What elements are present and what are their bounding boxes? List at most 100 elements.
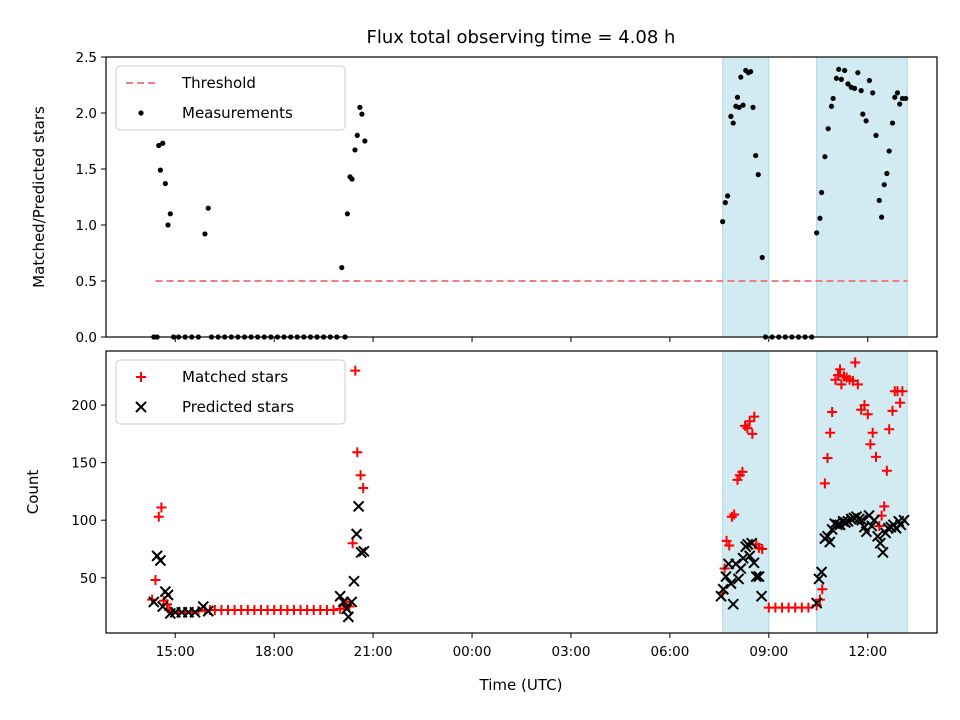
shaded-interval-1 <box>722 350 770 634</box>
x-tick-label: 00:00 <box>453 644 492 660</box>
data-point <box>720 570 732 583</box>
panel-ratio: 0.0 0.5 1.0 1.5 2.0 2.5 Matched/Predicted star… <box>30 50 938 346</box>
data-point <box>881 465 892 476</box>
data-point <box>884 170 890 177</box>
data-point <box>838 76 844 82</box>
data-point <box>728 113 734 119</box>
data-point <box>858 88 864 94</box>
y-tick-label: 0.5 <box>76 274 97 290</box>
data-point <box>836 379 847 390</box>
data-point <box>870 90 876 96</box>
y-tick-label: 200 <box>71 398 97 414</box>
data-point <box>879 214 885 220</box>
data-point <box>726 511 737 522</box>
data-point <box>865 439 876 450</box>
series-predicted-stars <box>148 500 910 623</box>
data-point <box>347 538 358 549</box>
data-point <box>162 589 174 601</box>
data-point <box>830 95 836 102</box>
data-point <box>334 590 346 602</box>
data-point <box>352 147 358 153</box>
data-point <box>827 407 838 418</box>
data-point <box>154 554 167 567</box>
plot-frame <box>105 350 938 634</box>
data-point <box>722 200 728 206</box>
data-point <box>150 575 161 586</box>
data-point <box>344 211 350 217</box>
data-point <box>165 222 171 228</box>
legend-label: Matched stars <box>182 368 288 386</box>
data-point <box>744 416 755 427</box>
data-point <box>732 573 745 585</box>
data-point <box>743 550 756 562</box>
data-point <box>205 205 211 211</box>
data-point <box>822 154 828 160</box>
data-point <box>873 132 879 138</box>
data-point <box>894 90 901 96</box>
data-point <box>357 104 363 110</box>
data-point <box>738 74 744 80</box>
y-axis-label: Matched/Predicted stars <box>30 106 48 288</box>
data-point <box>715 590 727 602</box>
data-point <box>817 215 823 221</box>
y-tick-label: 100 <box>71 513 97 529</box>
data-point <box>897 101 903 107</box>
x-tick-label: 12:00 <box>848 644 887 660</box>
x-tick-label: 03:00 <box>552 644 591 660</box>
data-point <box>852 379 863 390</box>
data-point <box>162 180 168 187</box>
data-point <box>339 264 345 271</box>
x-tick-label: 09:00 <box>749 644 788 660</box>
y-tick-label: 2.5 <box>76 50 97 66</box>
data-point <box>354 132 360 138</box>
x-tick-label: 21:00 <box>354 644 393 660</box>
x-tick-label: 06:00 <box>650 644 689 660</box>
data-point <box>736 104 742 110</box>
data-point <box>876 197 882 203</box>
data-point <box>737 552 749 564</box>
data-point <box>828 103 835 109</box>
data-point <box>822 453 833 464</box>
data-point <box>817 584 828 595</box>
legend: Matched stars Predicted stars <box>115 359 346 425</box>
data-point <box>824 536 836 548</box>
legend-frame <box>115 359 346 425</box>
data-point <box>865 520 878 532</box>
data-point <box>868 514 881 526</box>
data-point <box>747 428 758 439</box>
data-point <box>358 482 369 493</box>
legend-label: Predicted stars <box>182 398 294 416</box>
data-point <box>856 514 868 526</box>
x-axis-label: Time (UTC) <box>479 676 563 694</box>
data-point <box>759 254 765 261</box>
data-point <box>755 172 761 178</box>
legend-label: Measurements <box>182 104 293 122</box>
data-point <box>836 66 842 72</box>
data-point <box>352 447 363 458</box>
data-point <box>350 528 363 540</box>
legend-swatch <box>135 401 147 413</box>
data-point <box>750 104 756 110</box>
data-point <box>903 95 909 102</box>
data-point <box>202 231 208 237</box>
data-point <box>742 538 754 551</box>
data-point <box>729 509 740 520</box>
data-point <box>358 545 370 557</box>
shaded-interval-2 <box>816 350 908 634</box>
data-point <box>148 596 160 608</box>
data-point <box>877 546 889 559</box>
data-point <box>853 513 865 525</box>
data-point <box>884 424 895 435</box>
x-tick-label: 15:00 <box>156 644 195 660</box>
data-point <box>749 411 760 422</box>
data-point <box>839 516 852 529</box>
legend-swatch <box>138 110 144 116</box>
data-point <box>730 120 736 126</box>
data-point <box>810 597 823 609</box>
data-point <box>757 543 768 554</box>
data-point <box>815 566 828 578</box>
data-point <box>881 182 887 188</box>
data-point <box>748 557 760 569</box>
data-point <box>157 167 164 173</box>
data-point <box>153 511 164 522</box>
